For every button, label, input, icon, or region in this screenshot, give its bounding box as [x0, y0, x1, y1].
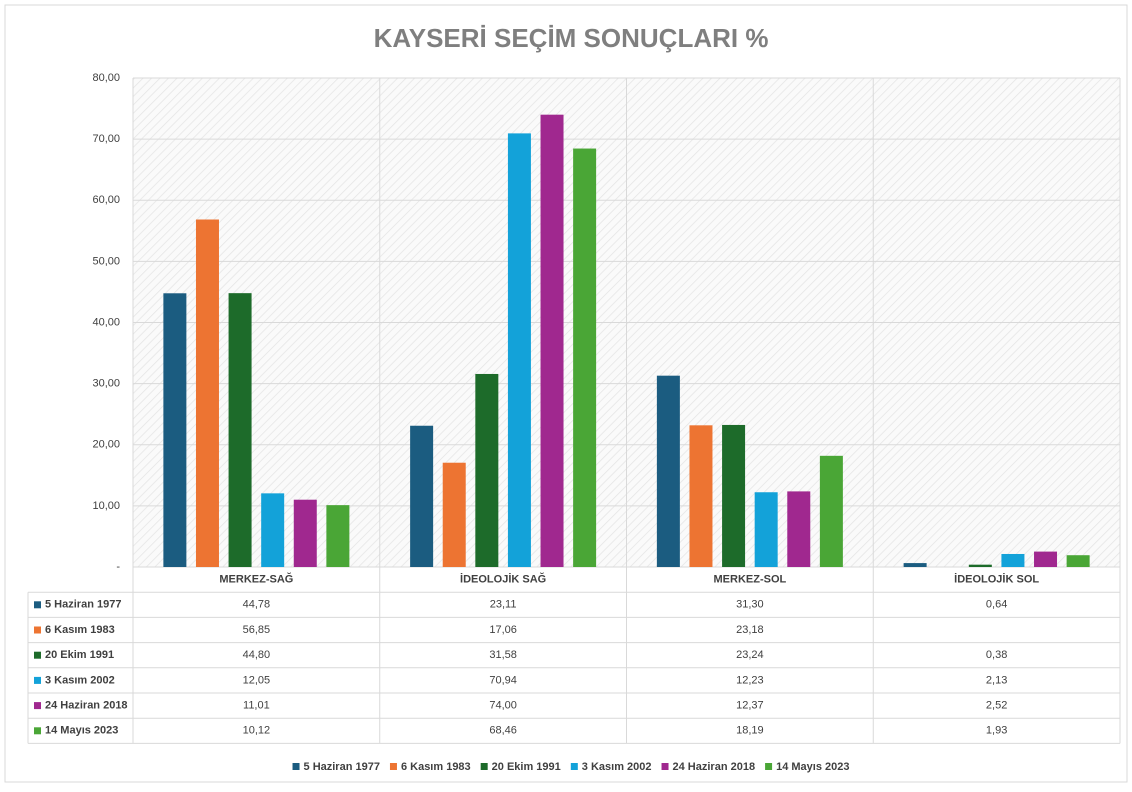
y-tick-label: 50,00: [92, 255, 120, 267]
y-tick-label: 60,00: [92, 194, 120, 206]
bar: [442, 462, 466, 567]
table-cell: 11,01: [243, 700, 270, 712]
table-row-label: 24 Haziran 2018: [45, 700, 128, 712]
legend-swatch: [34, 626, 41, 634]
bar: [195, 219, 219, 567]
legend-swatch: [661, 763, 669, 770]
legend-swatch: [389, 763, 397, 770]
y-tick-label: 10,00: [92, 500, 120, 512]
table-cell: 68,46: [489, 725, 517, 737]
table-cell: 2,13: [986, 674, 1007, 686]
bar: [689, 425, 713, 567]
table-cell: 31,58: [489, 649, 517, 661]
bar: [475, 373, 499, 567]
bar: [1066, 555, 1090, 567]
table-row-label: 5 Haziran 1977: [45, 599, 121, 611]
legend-label: 14 Mayıs 2023: [776, 761, 849, 773]
table-cell: 74,00: [489, 700, 517, 712]
bar: [1034, 551, 1058, 567]
table-cell: 23,11: [490, 599, 517, 611]
x-tick-label: MERKEZ-SAĞ: [219, 573, 293, 586]
table-cell: 56,85: [243, 624, 271, 636]
x-tick-label: İDEOLOJİK SAĞ: [460, 573, 546, 586]
bar: [968, 564, 992, 567]
bar: [540, 114, 564, 568]
table-cell: 31,30: [736, 599, 764, 611]
legend-swatch: [34, 727, 41, 735]
legend-swatch: [34, 601, 41, 609]
bar: [293, 499, 317, 567]
table-cell: 12,23: [736, 674, 764, 686]
bar: [410, 425, 434, 567]
table-cell: 17,06: [489, 624, 517, 636]
table-cell: 44,78: [243, 599, 271, 611]
legend-label: 24 Haziran 2018: [673, 761, 756, 773]
table-row-label: 20 Ekim 1991: [45, 649, 114, 661]
table-cell: 18,19: [736, 725, 764, 737]
x-tick-label: MERKEZ-SOL: [714, 574, 787, 586]
table-row-label: 3 Kasım 2002: [45, 674, 115, 686]
chart-title: KAYSERİ SEÇİM SONUÇLARI %: [374, 23, 769, 53]
table-cell: 2,52: [986, 700, 1007, 712]
bar: [754, 492, 778, 567]
table-cell: 0,38: [986, 649, 1007, 661]
legend-swatch: [34, 651, 41, 659]
table-cell: 70,94: [489, 674, 517, 686]
table-cell: 12,37: [736, 700, 764, 712]
legend-label: 3 Kasım 2002: [582, 761, 652, 773]
table-cell: 12,05: [243, 674, 271, 686]
bar: [507, 133, 531, 567]
x-tick-label: İDEOLOJİK SOL: [954, 573, 1039, 586]
table-row-label: 14 Mayıs 2023: [45, 725, 118, 737]
bar: [722, 424, 746, 567]
bar: [819, 455, 843, 567]
y-tick-label: -: [116, 561, 120, 573]
table-cell: 23,24: [736, 649, 764, 661]
y-tick-label: 80,00: [92, 72, 120, 84]
bar: [228, 293, 252, 567]
legend-label: 6 Kasım 1983: [401, 761, 471, 773]
table-row-label: 6 Kasım 1983: [45, 624, 115, 636]
legend-label: 5 Haziran 1977: [304, 761, 380, 773]
bar: [1001, 553, 1025, 567]
bar: [163, 293, 187, 567]
y-tick-label: 20,00: [92, 439, 120, 451]
table-cell: 23,18: [736, 624, 764, 636]
legend-swatch: [480, 763, 488, 770]
bar: [261, 493, 285, 567]
bar: [326, 505, 350, 567]
legend-swatch: [34, 676, 41, 684]
bar: [903, 563, 927, 567]
bar: [573, 148, 597, 567]
table-cell: 1,93: [986, 725, 1007, 737]
legend-label: 20 Ekim 1991: [492, 761, 561, 773]
legend-swatch: [34, 702, 41, 710]
bar: [787, 491, 811, 567]
y-tick-label: 30,00: [92, 378, 120, 390]
table-cell: 44,80: [243, 649, 271, 661]
table-cell: 0,64: [986, 599, 1007, 611]
legend-swatch: [292, 763, 300, 770]
table-cell: 10,12: [243, 725, 271, 737]
legend-swatch: [570, 763, 578, 770]
y-tick-label: 40,00: [92, 316, 120, 328]
legend-swatch: [765, 763, 773, 770]
bar: [656, 375, 680, 567]
y-tick-label: 70,00: [92, 133, 120, 145]
